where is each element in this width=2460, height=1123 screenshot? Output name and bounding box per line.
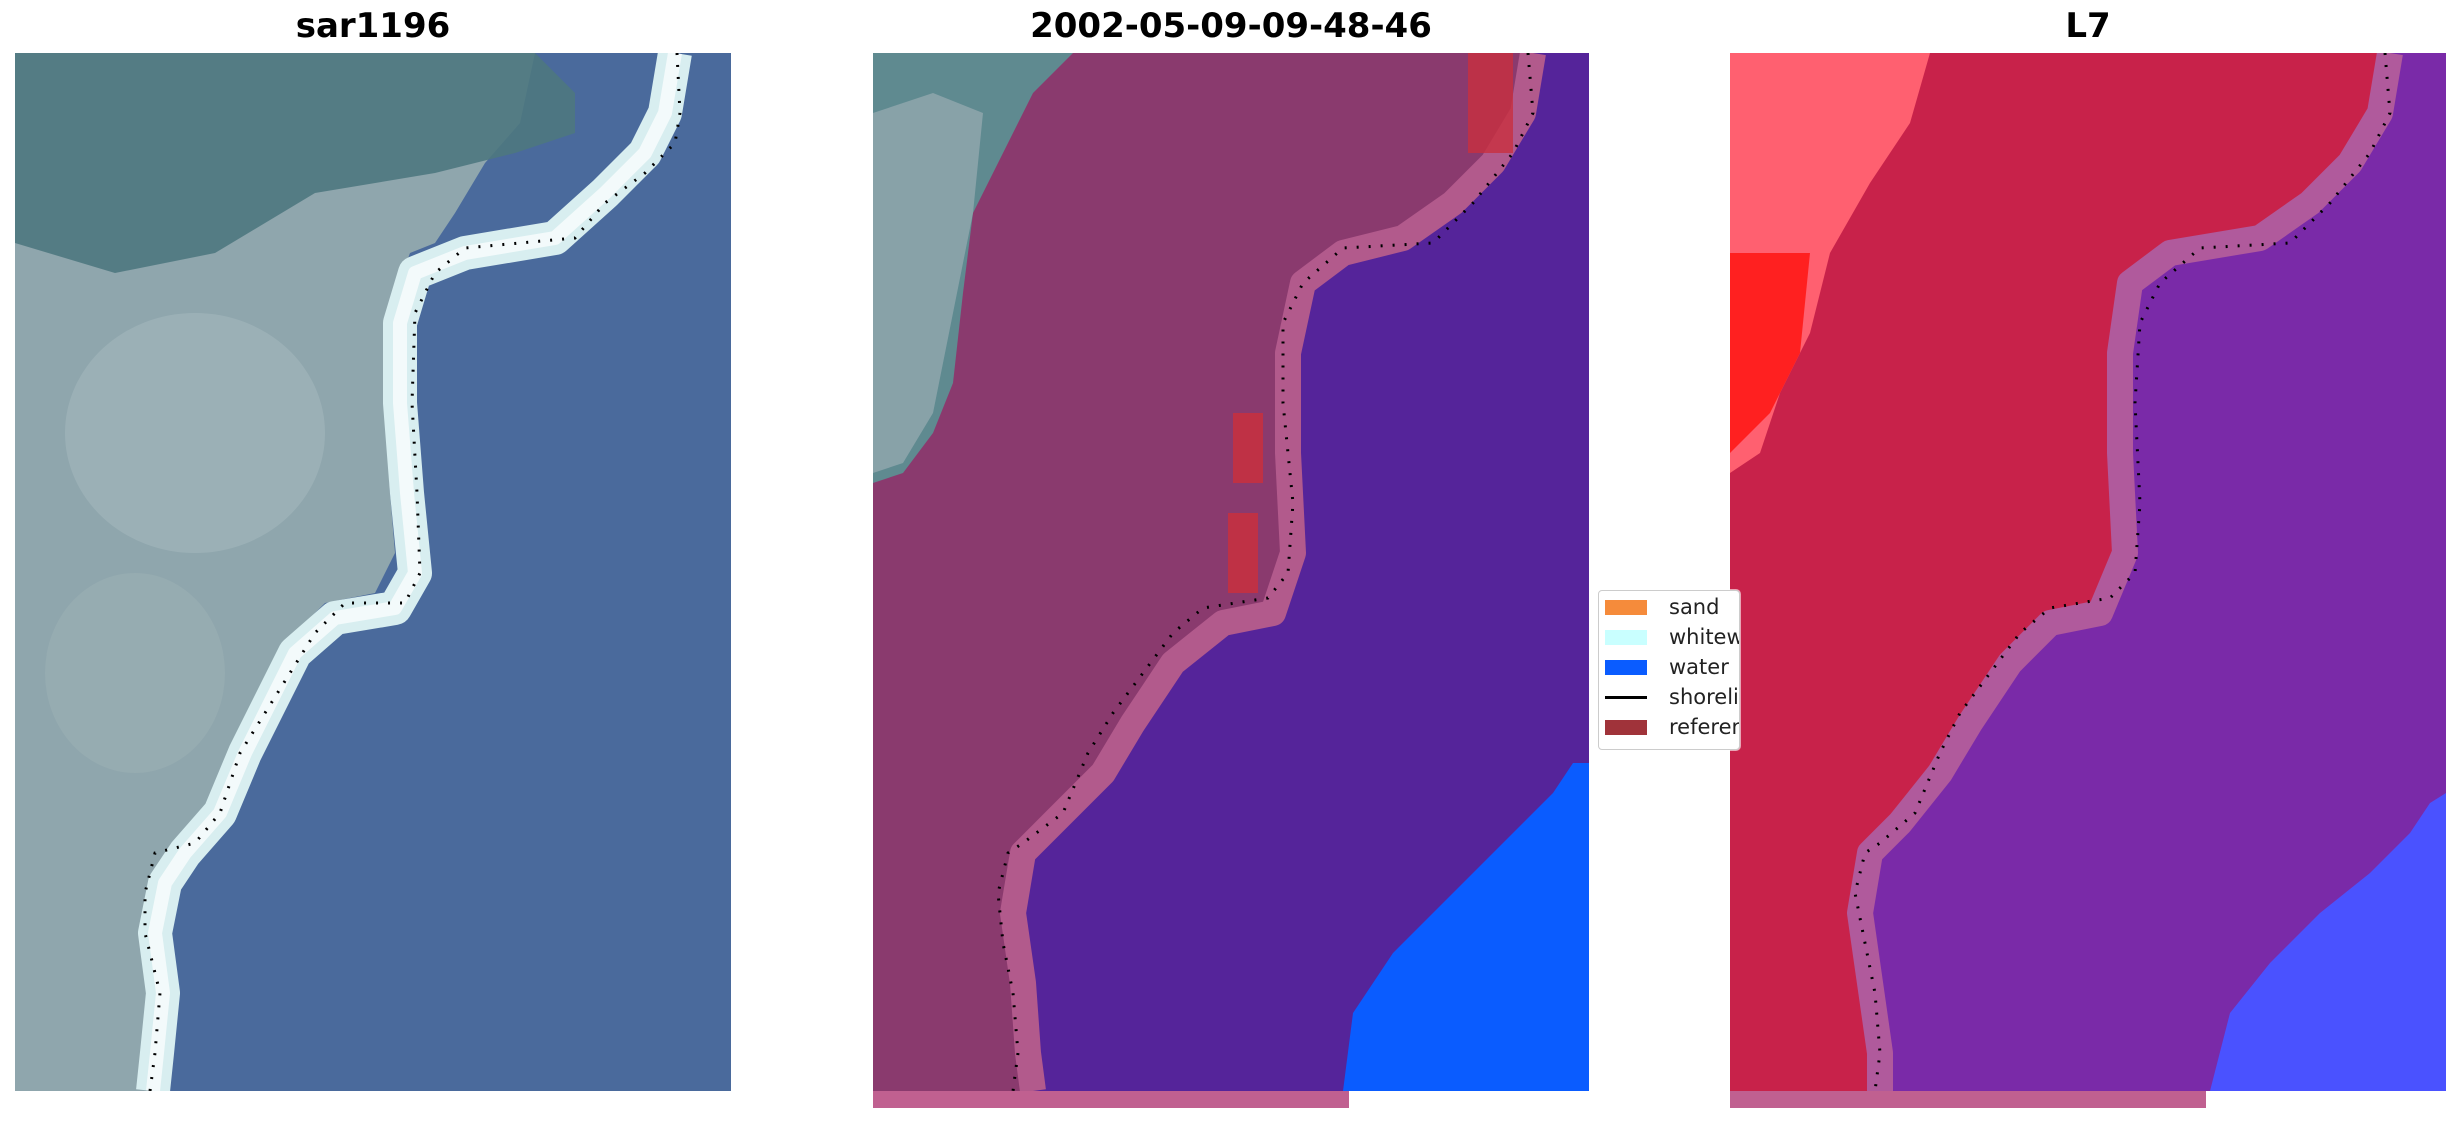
l7-image <box>1730 53 2446 1108</box>
panel-title-l7: L7 <box>2065 6 2111 46</box>
sand-swatch <box>1605 600 1647 615</box>
legend-item-reference-shoreline: reference shoreline <box>1605 713 1739 741</box>
classification-image <box>873 53 1589 1108</box>
water-swatch <box>1605 660 1647 675</box>
legend-item-sand: sand <box>1605 593 1739 621</box>
legend-label: shoreline <box>1669 685 1739 709</box>
classification-panel <box>873 53 1589 1108</box>
shoreline-swatch <box>1605 696 1647 699</box>
bottom-strip <box>873 1091 1349 1108</box>
legend-label: water <box>1669 655 1729 679</box>
rgb-satellite-image <box>15 53 731 1091</box>
legend-item-water: water <box>1605 653 1739 681</box>
l7-panel <box>1730 53 2446 1108</box>
panel-title-classification: 2002-05-09-09-48-46 <box>1030 6 1432 46</box>
legend-label: sand <box>1669 595 1720 619</box>
rgb-image-panel <box>15 53 731 1091</box>
reference-swatch <box>1605 720 1647 735</box>
whitewater-swatch <box>1605 630 1647 645</box>
bottom-strip-l7 <box>1730 1091 2206 1108</box>
legend-label: reference shoreline <box>1669 715 1739 739</box>
legend-item-shoreline: shoreline <box>1605 683 1739 711</box>
panel-title-rgb: sar1196 <box>295 6 451 46</box>
